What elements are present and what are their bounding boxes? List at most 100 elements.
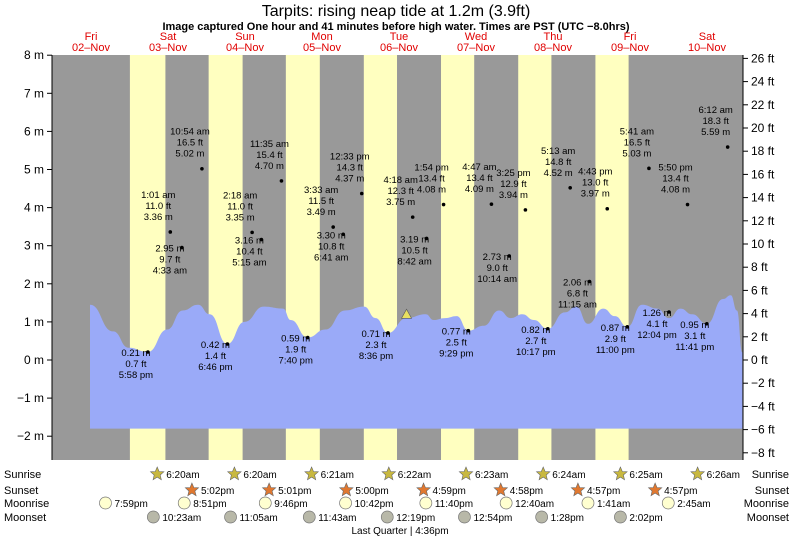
tide-label: 11.5 ft (308, 196, 334, 207)
tide-label: 10.8 ft (318, 241, 345, 252)
sunset-icon (493, 482, 509, 497)
sunset-icon (416, 482, 431, 497)
sunset-row-label-right: Sunset (755, 485, 789, 497)
tide-label: 12.3 ft (387, 186, 414, 197)
tide-point-high (523, 208, 528, 212)
sunrise-time: 6:22am (398, 470, 431, 481)
day-name: Thu (544, 31, 563, 43)
tide-point-low (545, 326, 550, 331)
tide-label: 2.9 ft (605, 334, 626, 345)
tide-label: 0.42 m (201, 340, 230, 351)
right-tick-label: 26 ft (751, 51, 775, 65)
tide-point-high (568, 185, 572, 190)
moonset-time: 11:05am (240, 513, 278, 524)
current-level-marker (401, 308, 413, 319)
sunset-time: 5:02pm (201, 486, 234, 497)
moonset-time: 1:28pm (551, 513, 584, 524)
sunrise-icon (690, 466, 706, 481)
moonset-time: 12:54pm (473, 513, 512, 524)
tide-label: 18.3 ft (702, 116, 729, 127)
right-tick-label: 18 ft (751, 144, 775, 158)
moonrise-time: 12:40am (515, 499, 554, 510)
tide-label: 8:36 pm (359, 351, 393, 362)
sunrise-time: 6:25am (629, 470, 662, 481)
sunset-time: 5:01pm (278, 486, 311, 497)
left-tick-label: −1 m (17, 391, 44, 405)
tide-point-high (410, 215, 415, 219)
tide-label: 15.4 ft (256, 150, 283, 161)
day-date: 08–Nov (534, 42, 572, 54)
tide-label: 3:25 pm (496, 168, 530, 179)
left-tick-label: 7 m (24, 86, 44, 100)
sunrise-time: 6:20am (166, 470, 199, 481)
tide-label: 3.30 m (317, 230, 346, 241)
tide-label: 11:35 am (250, 139, 289, 150)
tide-label: 2.7 ft (525, 336, 546, 347)
sunrise-icon (149, 466, 165, 481)
tide-point-high (250, 230, 254, 235)
tide-label: 9.7 ft (159, 255, 180, 266)
moonrise-icon (99, 496, 112, 510)
tide-label: 0.21 m (121, 348, 150, 359)
tide-point-high (725, 145, 730, 149)
moonrise-icon (258, 496, 272, 510)
tide-label: 10.5 ft (401, 245, 428, 256)
tide-point-high (200, 166, 204, 171)
tide-label: 5:58 pm (119, 370, 153, 381)
tide-label: 13.0 ft (582, 178, 609, 189)
tide-label: 3.35 m (226, 212, 255, 223)
tide-point-low (587, 279, 592, 284)
tide-label: 3.49 m (307, 207, 336, 218)
tide-label: 4:33 am (153, 266, 187, 277)
tide-point-low (180, 245, 184, 250)
day-name: Wed (465, 31, 487, 43)
chart-title: Tarpits: rising neap tide at 1.2m (3.9ft… (262, 3, 531, 20)
tide-label: 5.59 m (701, 127, 730, 138)
tide-label: 6:46 pm (198, 362, 232, 373)
right-tick-label: 24 ft (751, 75, 775, 89)
right-tick-label: 10 ft (751, 237, 775, 251)
right-tick-label: 6 ft (751, 283, 768, 297)
tide-label: 11.0 ft (227, 201, 253, 212)
moonset-icon (224, 510, 237, 524)
tide-label: 5:41 am (620, 126, 654, 137)
sunrise-row-label: Sunrise (4, 469, 41, 481)
tide-point-high (489, 202, 494, 206)
tide-label: 0.59 m (281, 334, 310, 345)
tide-label: 2.5 ft (446, 338, 467, 349)
moonset-icon (614, 510, 627, 524)
tide-label: 4.08 m (661, 185, 690, 196)
moonrise-icon (177, 496, 191, 510)
right-tick-label: −8 ft (751, 446, 775, 460)
moonrise-icon (661, 496, 675, 510)
sunrise-icon (612, 466, 628, 481)
moonrise-time: 11:40pm (435, 499, 473, 510)
tide-point-low (386, 331, 390, 335)
tide-label: 13.4 ft (418, 174, 445, 185)
tide-label: 3.36 m (144, 212, 173, 223)
tide-label: 9:29 pm (439, 349, 473, 360)
moonrise-icon (499, 496, 513, 510)
moon-phase-label: Last Quarter | 4:36pm (351, 526, 448, 537)
right-tick-label: 14 ft (751, 191, 775, 205)
moonset-icon (458, 510, 471, 524)
tide-label: 4.08 m (417, 185, 446, 196)
day-name: Sat (699, 31, 716, 43)
left-tick-label: 5 m (24, 163, 44, 177)
day-name: Fri (624, 31, 637, 43)
left-tick-label: 3 m (24, 239, 44, 253)
moonrise-row-label: Moonrise (4, 498, 49, 510)
tide-label: 6:41 am (314, 252, 348, 263)
tide-label: 13.4 ft (662, 174, 689, 185)
sunrise-icon (381, 466, 397, 481)
moonrise-time: 10:42pm (355, 499, 394, 510)
tide-label: 11:00 pm (596, 345, 635, 356)
moonrise-icon (581, 496, 595, 510)
tide-point-low (341, 232, 346, 237)
right-tick-label: 16 ft (751, 167, 775, 181)
moonrise-time: 9:46pm (274, 499, 307, 510)
right-tick-label: 8 ft (751, 260, 768, 274)
tide-label: 10:14 am (477, 274, 517, 285)
tide-label: 12:33 pm (330, 152, 370, 163)
